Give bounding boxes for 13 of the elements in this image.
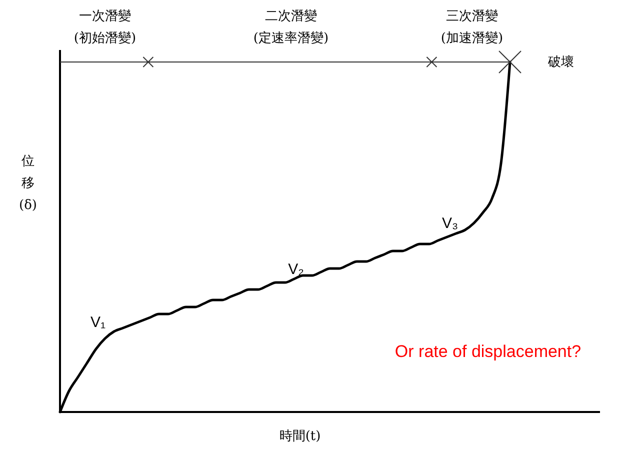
text: 三次潛變 [446,9,498,24]
annotation: Or rate of displacement? [394,342,582,361]
y-axis-title: 位移(δ) [19,154,37,213]
text: (加速潛變) [440,31,504,46]
text: 二次潛變 [265,9,317,24]
annotation: V₁ [90,314,106,331]
text: (定速率潛變) [253,30,329,46]
annotation: 破壞 [547,55,574,70]
text: (初始潛變) [74,31,136,46]
annotation: V₃ [442,215,458,232]
x-axis-title: 時間(t) [279,429,321,444]
text: 一次潛變 [79,9,131,24]
annotation: V₂ [288,261,304,278]
